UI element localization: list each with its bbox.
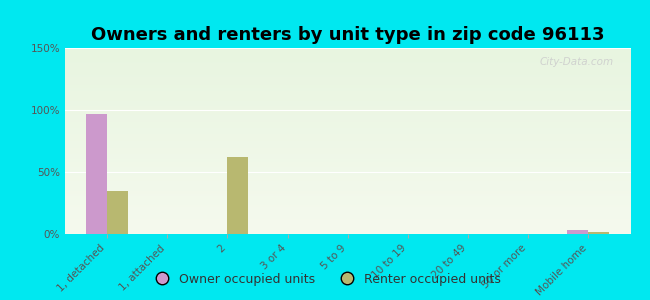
Bar xyxy=(227,157,248,234)
Bar xyxy=(86,114,107,234)
Bar xyxy=(588,232,610,234)
Bar xyxy=(567,230,588,234)
Text: City-Data.com: City-Data.com xyxy=(540,57,614,67)
Legend: Owner occupied units, Renter occupied units: Owner occupied units, Renter occupied un… xyxy=(144,268,506,291)
Title: Owners and renters by unit type in zip code 96113: Owners and renters by unit type in zip c… xyxy=(91,26,604,44)
Bar xyxy=(107,190,128,234)
